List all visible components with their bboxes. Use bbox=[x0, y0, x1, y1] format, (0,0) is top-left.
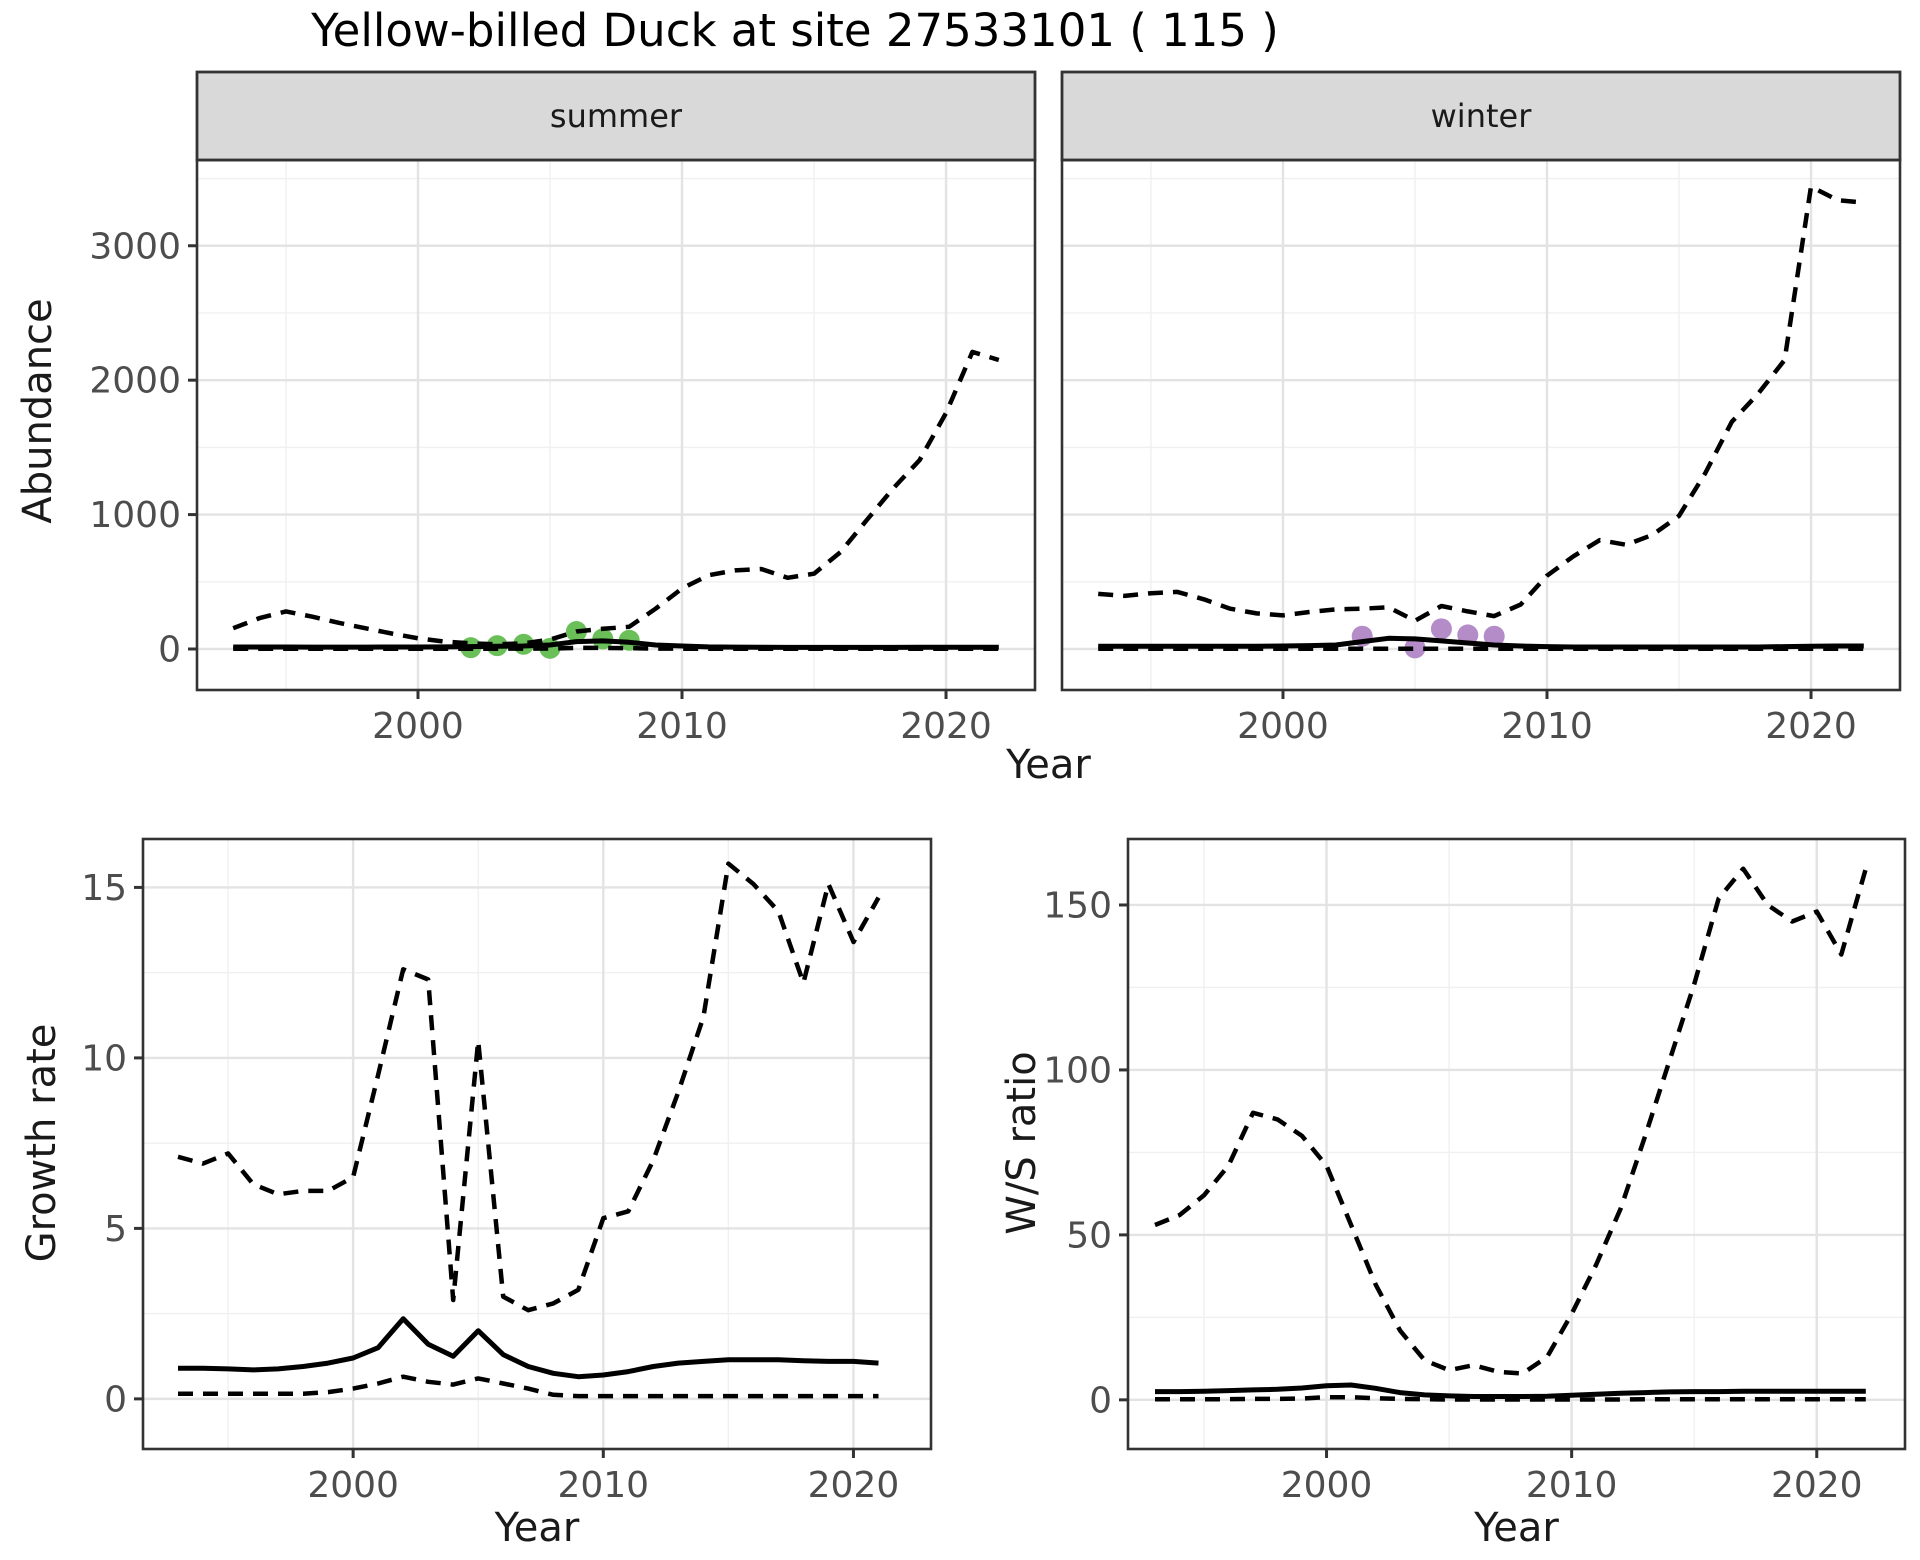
panel-abundance-winter: winter 2000 2010 2020 bbox=[1060, 70, 1902, 747]
growth-rate-y-tick-label: 0 bbox=[104, 1379, 127, 1420]
ws-ratio-panel-border bbox=[1126, 837, 1907, 1451]
abundance-summer-x-tick-label: 2020 bbox=[900, 706, 992, 747]
x-axis-label-top: Year bbox=[1006, 742, 1091, 788]
abundance-summer-upper_ci-line bbox=[232, 349, 1000, 647]
growth-rate-data-layer bbox=[177, 861, 881, 1399]
panel-abundance-summer: summer 2000 2010 2020 0 1000 2000 3000 bbox=[89, 70, 1037, 747]
panel-growth-rate: 2000 2010 2020 0 5 10 15 bbox=[81, 837, 933, 1506]
growth-rate-median-line bbox=[178, 1316, 879, 1380]
chart-title: Yellow-billed Duck at site 27533101 ( 11… bbox=[311, 4, 1279, 57]
growth-rate-panel-border bbox=[141, 837, 933, 1451]
ws-ratio-median-line bbox=[1155, 1382, 1866, 1399]
abundance-summer-data-layer bbox=[232, 349, 1000, 659]
ws-ratio-data-layer bbox=[1154, 866, 1868, 1402]
growth-rate-gridlines bbox=[143, 839, 931, 1449]
growth-rate-plot-background bbox=[143, 839, 931, 1449]
ws-ratio-y-tick-label: 150 bbox=[1043, 885, 1112, 926]
growth-rate-x-tick-label: 2000 bbox=[307, 1465, 399, 1506]
abundance-winter-x-tick-label: 2020 bbox=[1765, 706, 1857, 747]
growth-rate-lower_ci-line bbox=[178, 1374, 879, 1399]
abundance-winter-x-tick-label: 2010 bbox=[1501, 706, 1593, 747]
abundance-summer-facet-strip bbox=[195, 70, 1037, 162]
growth-rate-x-tick-label: 2010 bbox=[557, 1465, 649, 1506]
growth-rate-y-tick-label: 5 bbox=[104, 1209, 127, 1250]
abundance-winter-observed-point bbox=[1430, 618, 1452, 640]
abundance-winter-facet-strip bbox=[1060, 70, 1902, 162]
x-axis-label-ws: Year bbox=[1474, 1505, 1559, 1551]
abundance-summer-facet-strip-label: summer bbox=[550, 97, 683, 135]
abundance-winter-data-layer bbox=[1098, 184, 1865, 659]
abundance-summer-y-tick-label: 1000 bbox=[89, 495, 181, 536]
growth-rate-y-tick-label: 15 bbox=[81, 868, 127, 909]
abundance-summer-y-tick-label: 3000 bbox=[89, 226, 181, 267]
panel-ws-ratio: 2000 2010 2020 0 50 100 150 bbox=[1043, 837, 1907, 1506]
abundance-winter-plot-background bbox=[1062, 160, 1900, 690]
growth-rate-upper_ci-line bbox=[177, 861, 881, 1313]
abundance-winter-observed-point bbox=[1404, 637, 1426, 659]
abundance-summer-gridlines bbox=[197, 160, 1035, 690]
abundance-winter-facet-strip-label: winter bbox=[1431, 97, 1533, 135]
abundance-summer-x-tick-label: 2010 bbox=[636, 706, 728, 747]
ws-ratio-y-tick-label: 100 bbox=[1043, 1050, 1112, 1091]
abundance-summer-plot-background bbox=[197, 160, 1035, 690]
abundance-summer-x-tick-label: 2000 bbox=[372, 706, 464, 747]
ws-ratio-x-tick-label: 2020 bbox=[1771, 1465, 1863, 1506]
x-axis-label-growth: Year bbox=[494, 1505, 580, 1551]
abundance-summer-lower_ci-line bbox=[233, 645, 999, 651]
ws-ratio-gridlines bbox=[1128, 839, 1905, 1449]
abundance-summer-y-tick-label: 0 bbox=[158, 630, 181, 671]
abundance-winter-upper_ci-line bbox=[1098, 184, 1865, 624]
abundance-winter-observed-point bbox=[1483, 625, 1505, 647]
ws-ratio-y-tick-label: 50 bbox=[1066, 1215, 1112, 1256]
ws-ratio-x-tick-label: 2010 bbox=[1526, 1465, 1618, 1506]
ws-ratio-plot-background bbox=[1128, 839, 1905, 1449]
ws-ratio-lower_ci-line bbox=[1155, 1394, 1866, 1402]
ws-ratio-upper_ci-line bbox=[1154, 866, 1868, 1376]
ws-ratio-x-tick-label: 2000 bbox=[1281, 1465, 1373, 1506]
growth-rate-y-tick-label: 10 bbox=[81, 1038, 127, 1079]
growth-rate-x-tick-label: 2020 bbox=[808, 1465, 900, 1506]
abundance-summer-y-tick-label: 2000 bbox=[89, 361, 181, 402]
ws-ratio-y-tick-label: 0 bbox=[1089, 1380, 1112, 1421]
abundance-winter-x-tick-label: 2000 bbox=[1237, 706, 1329, 747]
